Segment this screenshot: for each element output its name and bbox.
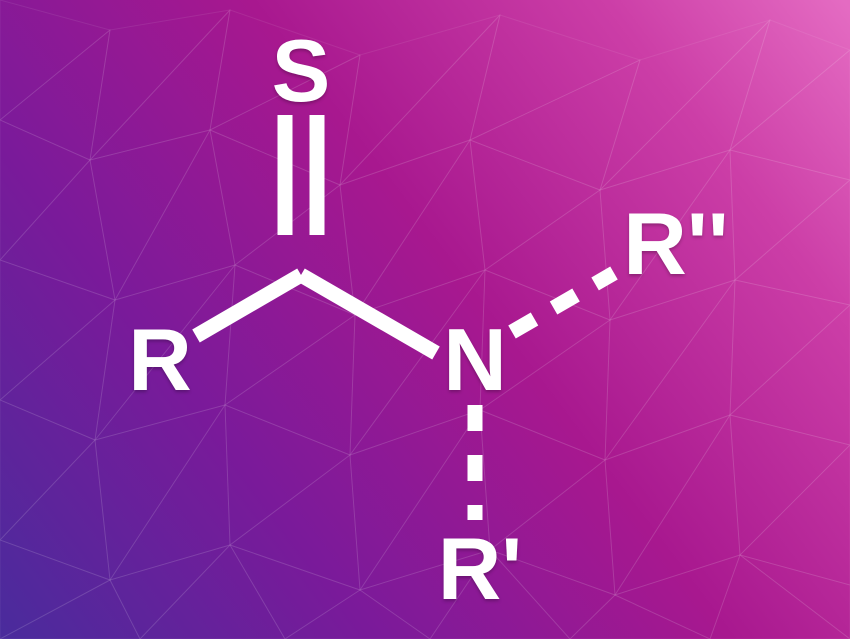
group-r-prime: R' bbox=[438, 518, 522, 620]
group-r-double-prime: R'' bbox=[623, 193, 728, 295]
diagram-stage: S R N R' R'' bbox=[0, 0, 850, 639]
atom-sulfur: S bbox=[272, 20, 331, 122]
group-r: R bbox=[128, 309, 192, 411]
atom-nitrogen: N bbox=[443, 309, 507, 411]
